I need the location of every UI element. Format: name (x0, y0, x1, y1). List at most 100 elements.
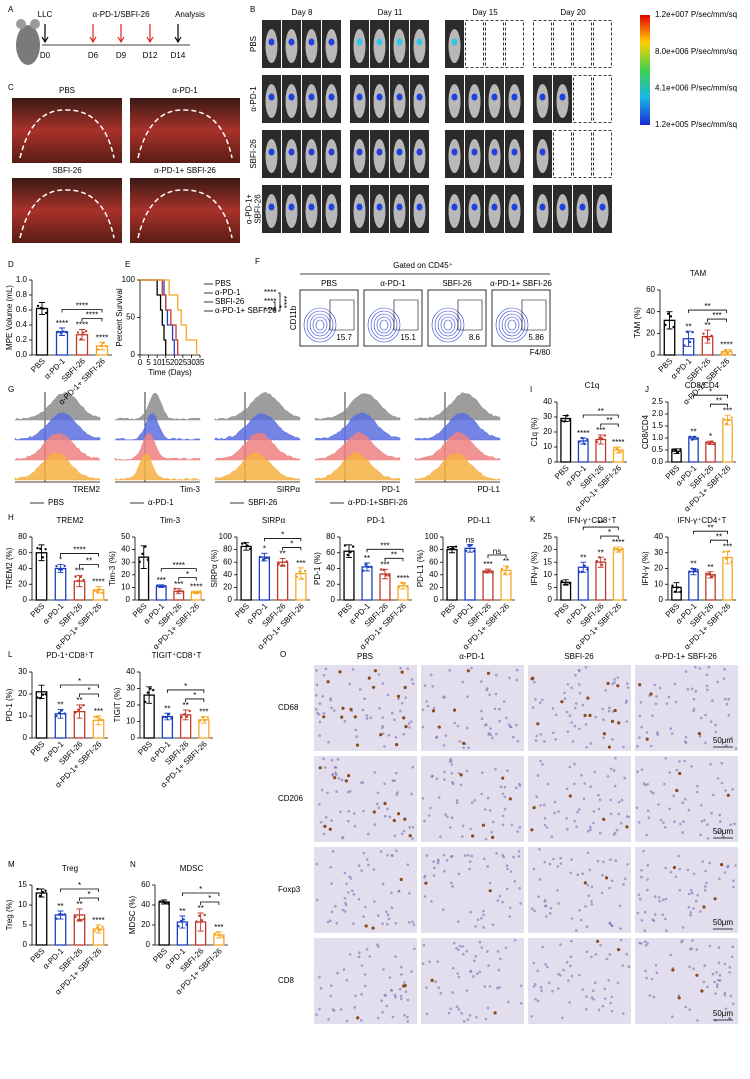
replicate-dot (77, 918, 80, 922)
nucleus (604, 689, 607, 692)
nucleus (357, 864, 361, 867)
signal (328, 148, 335, 156)
nucleus (602, 718, 605, 721)
replicate-dot (178, 589, 182, 593)
comparison-bracket (263, 538, 302, 542)
stained-cell (586, 696, 590, 700)
replicate-dot (676, 586, 680, 589)
y-tick-label: 10 (18, 711, 27, 720)
y-tick-label: 20 (543, 545, 552, 554)
error-bar (666, 311, 673, 330)
nucleus (690, 891, 694, 895)
y-tick-label: 20 (126, 700, 135, 709)
y-tick-label: 60 (326, 548, 335, 557)
nucleus (611, 738, 614, 741)
comparison-label: * (709, 387, 712, 396)
nucleus (346, 790, 350, 794)
panel-letter: I (530, 385, 532, 394)
mouse-body (265, 194, 278, 228)
nucleus (620, 798, 624, 802)
stained-cell (453, 708, 457, 712)
comparison-label: *** (380, 541, 389, 550)
y-tick-label: 20 (326, 579, 335, 588)
nucleus (696, 894, 699, 897)
mouse-body (373, 29, 386, 63)
comparison-label: *** (712, 311, 721, 320)
nucleus (649, 790, 653, 793)
nucleus (318, 975, 321, 979)
comparison-label: * (290, 540, 293, 549)
nucleus (597, 793, 600, 797)
stained-cell (645, 737, 649, 741)
nucleus (657, 803, 660, 806)
nucleus (663, 826, 667, 829)
nucleus (606, 775, 610, 778)
nucleus (347, 819, 350, 823)
nucleus (698, 667, 702, 670)
mouse-body (325, 29, 338, 63)
nucleus (343, 896, 347, 900)
signal (288, 203, 295, 211)
nucleus (559, 862, 563, 865)
nucleus (336, 971, 339, 975)
nucleus (357, 955, 361, 959)
hist-ridge (114, 452, 201, 481)
nucleus (451, 885, 454, 888)
nucleus (537, 895, 540, 898)
replicate-dot (58, 568, 61, 571)
nucleus (570, 721, 573, 724)
mouse-body (556, 194, 569, 228)
nucleus (573, 782, 576, 786)
nucleus (637, 893, 641, 897)
nucleus (609, 812, 613, 816)
nucleus (437, 796, 441, 799)
significance: * (263, 544, 266, 553)
nucleus (636, 770, 639, 773)
replicate-dot (164, 585, 167, 588)
nucleus (373, 823, 377, 826)
replicate-dot (195, 920, 198, 923)
nucleus (583, 782, 586, 785)
mouse-body (556, 84, 569, 118)
replicate-dot (446, 546, 450, 549)
nucleus (481, 771, 484, 774)
error-bar (161, 899, 168, 905)
stained-cell (437, 725, 441, 729)
replicate-dot (385, 574, 388, 577)
y-tick-label: 60 (18, 548, 27, 557)
nucleus (465, 726, 469, 730)
stained-cell (700, 989, 704, 993)
nucleus (588, 868, 592, 872)
signal (396, 203, 403, 211)
mouse-body (373, 139, 386, 173)
replicate-dot (563, 420, 566, 423)
y-tick-label: 30 (121, 557, 130, 566)
replicate-dot (598, 556, 601, 559)
comparison-label: ** (391, 550, 397, 559)
nucleus (431, 685, 435, 688)
nucleus (681, 801, 684, 804)
stained-cell (568, 794, 572, 798)
nucleus (408, 892, 411, 895)
replicate-dot (44, 311, 48, 315)
significance: ** (685, 322, 691, 331)
nucleus (394, 995, 397, 999)
nucleus (383, 993, 387, 997)
mouse-body (468, 139, 481, 173)
nucleus (423, 895, 427, 898)
nucleus (716, 983, 719, 986)
nucleus (400, 832, 404, 836)
nucleus (329, 984, 333, 987)
y-tick-label: 80 (18, 532, 27, 541)
nucleus (640, 725, 643, 729)
stained-cell (356, 1016, 360, 1020)
nucleus (425, 1012, 429, 1016)
bar (688, 571, 699, 601)
nucleus (705, 881, 708, 885)
replicate-dot (39, 547, 42, 550)
empty-slot (593, 75, 612, 123)
error-bar (38, 544, 45, 562)
nucleus (592, 989, 595, 992)
nucleus (482, 909, 485, 913)
replicate-dot (59, 331, 62, 335)
